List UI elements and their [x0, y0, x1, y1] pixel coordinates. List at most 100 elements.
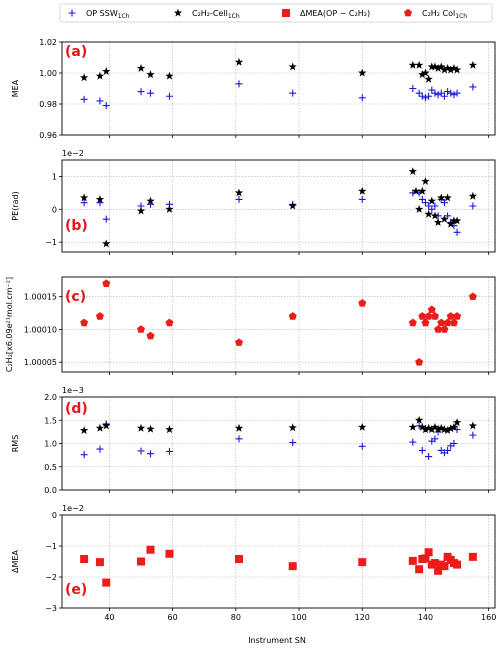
y-tick-label: 1.00005 — [24, 358, 57, 367]
data-point — [235, 338, 243, 346]
data-point — [418, 312, 427, 320]
data-point — [446, 65, 455, 74]
data-point — [136, 63, 146, 72]
data-point — [418, 92, 426, 100]
data-point — [415, 565, 424, 574]
data-point — [102, 215, 110, 223]
data-point — [358, 299, 367, 307]
y-tick-label: −1 — [45, 238, 57, 247]
data-point — [431, 202, 439, 210]
data-point — [408, 422, 418, 431]
legend-frame — [59, 3, 493, 23]
data-point — [80, 95, 88, 103]
data-point — [95, 558, 104, 567]
y-tick-label: 0 — [52, 511, 57, 520]
data-point — [443, 63, 452, 72]
data-point — [288, 201, 297, 210]
data-point — [102, 67, 111, 76]
data-point — [358, 195, 366, 203]
data-point — [433, 218, 443, 226]
data-point — [440, 92, 448, 100]
panel-label: (d) — [65, 401, 88, 417]
data-point — [468, 552, 477, 561]
data-point — [453, 560, 462, 569]
data-point — [421, 94, 429, 102]
axes-frame — [61, 41, 496, 136]
data-point — [430, 211, 440, 220]
data-point — [424, 312, 433, 320]
legend-entry: OP SSW1Ch — [68, 9, 130, 20]
data-point — [79, 426, 89, 435]
data-point — [434, 566, 443, 575]
data-point — [80, 555, 89, 564]
series — [79, 167, 478, 248]
data-point — [358, 442, 366, 450]
data-point — [427, 196, 436, 205]
data-point — [146, 424, 155, 433]
data-point — [428, 86, 436, 94]
legend-marker — [282, 9, 290, 17]
data-point — [80, 451, 88, 459]
panel-b: −1 0 1 PE(rad) 1e−2 (b) — [11, 149, 496, 255]
data-point — [437, 62, 446, 71]
data-point — [468, 191, 478, 200]
x-tick-label: 140 — [418, 613, 433, 622]
data-point — [446, 219, 455, 228]
x-tick-label: 100 — [291, 613, 306, 622]
y-tick-label: −3 — [45, 604, 57, 613]
y-axis-label: ΔMEA — [11, 550, 20, 573]
data-point — [437, 89, 445, 97]
data-point — [358, 186, 367, 195]
data-point — [449, 422, 459, 431]
data-point — [288, 62, 297, 71]
data-point — [427, 305, 436, 314]
data-point — [289, 439, 297, 447]
data-point — [418, 422, 427, 431]
x-tick-label: 60 — [168, 613, 178, 622]
data-point — [440, 65, 449, 74]
data-point — [421, 176, 430, 185]
data-point — [443, 318, 452, 327]
data-point — [433, 63, 443, 72]
data-point — [418, 195, 426, 203]
y-tick-label: 1.0 — [44, 440, 57, 449]
data-point — [165, 447, 173, 455]
data-point — [289, 89, 297, 97]
legend: OP SSW1Ch C₂H₂-Cell1Ch ΔMEA(OP − C₂H₂) C₂H₂… — [59, 3, 493, 23]
data-point — [95, 312, 104, 320]
data-point — [146, 331, 155, 340]
data-point — [440, 214, 449, 223]
data-point — [437, 423, 446, 432]
data-point — [430, 312, 439, 320]
data-point — [408, 318, 417, 327]
data-point — [102, 421, 111, 430]
data-point — [96, 445, 104, 453]
x-tick-label: 40 — [104, 613, 114, 622]
y-axis-label: PE(rad) — [11, 191, 20, 220]
data-point — [424, 423, 433, 432]
data-point — [146, 450, 154, 458]
data-point — [136, 206, 146, 215]
data-point — [437, 193, 446, 202]
data-point — [427, 425, 436, 434]
data-point — [234, 555, 243, 564]
data-point — [418, 446, 426, 454]
data-point — [418, 70, 427, 79]
data-point — [137, 557, 146, 566]
data-point — [165, 318, 174, 327]
data-point — [427, 62, 436, 71]
panel-label: (b) — [65, 218, 88, 234]
data-point — [234, 423, 244, 432]
data-point — [234, 188, 244, 197]
data-point — [449, 318, 458, 327]
data-point — [235, 435, 243, 443]
axis-offset-label: 1e−2 — [62, 504, 84, 513]
data-point — [444, 446, 452, 454]
data-point — [409, 438, 417, 446]
legend-entry: C₂H₂-Cell1Ch — [173, 8, 240, 20]
axis-offset-label: 1e−2 — [62, 149, 84, 158]
data-point — [469, 431, 477, 439]
data-point — [137, 325, 146, 333]
data-point — [447, 89, 455, 97]
data-point — [415, 357, 424, 366]
